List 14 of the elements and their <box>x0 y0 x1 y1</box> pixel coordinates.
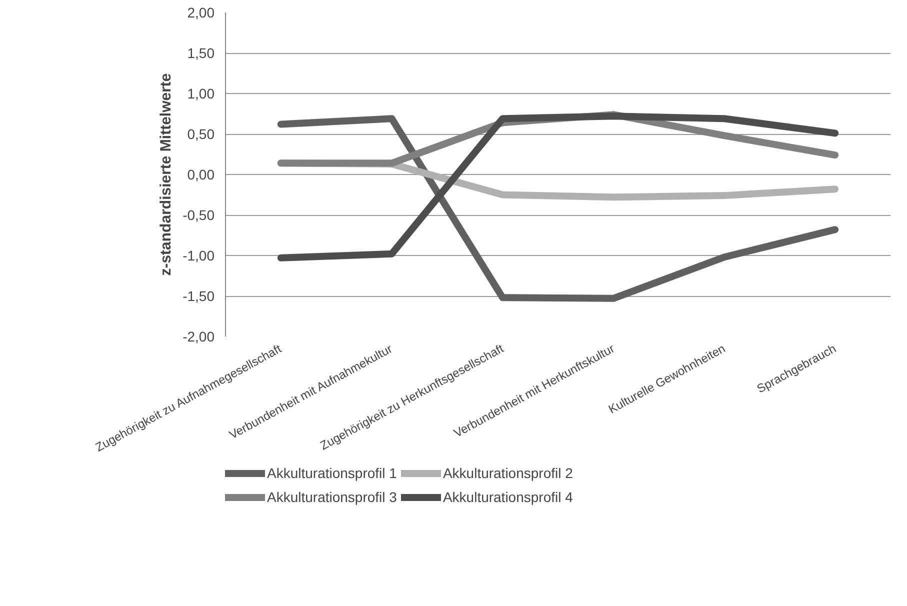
legend-label: Akkulturationsprofil 3 <box>267 489 397 505</box>
y-tick-label: 2,00 <box>187 4 215 20</box>
legend-label: Akkulturationsprofil 4 <box>442 489 573 505</box>
legend-label: Akkulturationsprofil 1 <box>267 465 397 481</box>
y-tick-label: 0,00 <box>187 166 215 182</box>
legend-label: Akkulturationsprofil 2 <box>442 465 573 481</box>
y-axis-title: z-standardisierte Mittelwerte <box>158 73 175 276</box>
y-tick-label: 1,00 <box>187 86 215 102</box>
y-tick-label: 1,50 <box>187 45 215 61</box>
y-tick-label: -1,00 <box>182 248 215 264</box>
y-tick-label: -0,50 <box>182 207 215 223</box>
y-tick-label: 0,50 <box>187 126 215 142</box>
y-tick-label: -1,50 <box>182 288 215 304</box>
y-tick-label: -2,00 <box>182 328 215 344</box>
